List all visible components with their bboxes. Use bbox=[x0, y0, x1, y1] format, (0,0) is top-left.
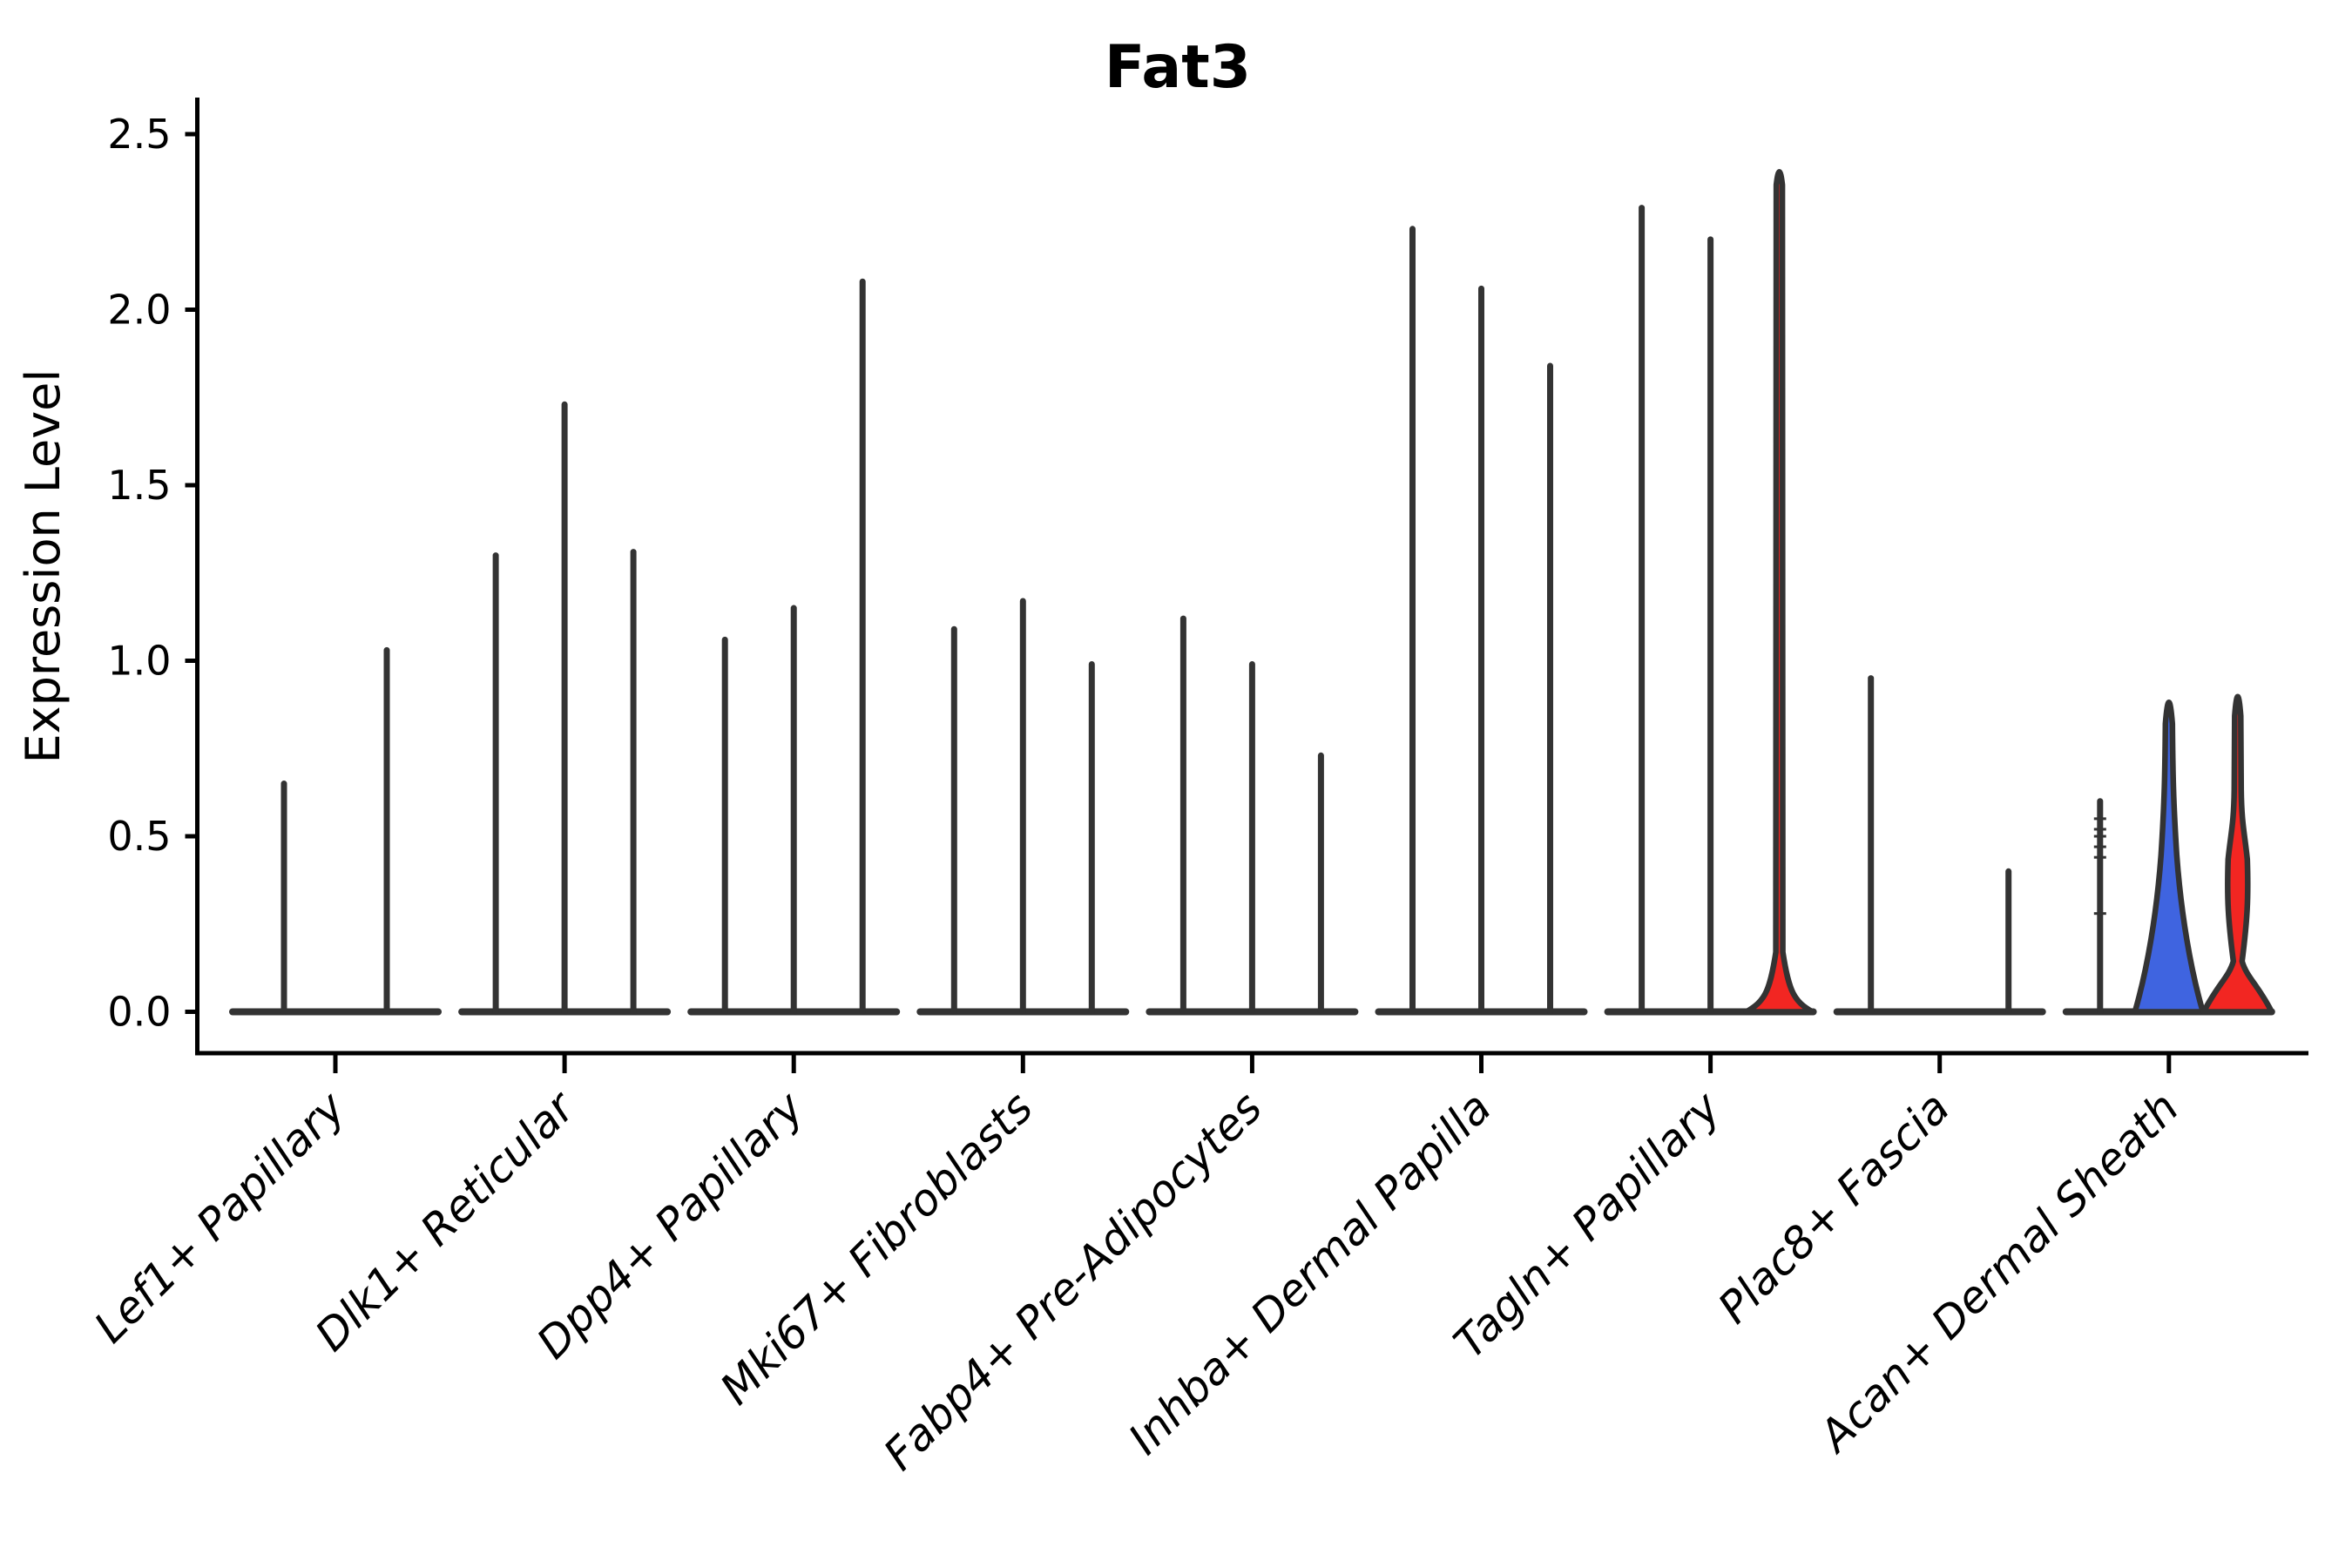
x-tick-label: Plac8+ Fascia bbox=[1708, 1082, 1959, 1333]
violin-group bbox=[1375, 226, 1588, 1016]
y-tick-label: 1.5 bbox=[107, 462, 171, 509]
violin-group bbox=[1146, 615, 1359, 1016]
violin-body-red bbox=[1743, 169, 1815, 1015]
y-tick-label: 1.0 bbox=[107, 638, 171, 685]
y-axis-label: Expression Level bbox=[16, 369, 71, 764]
violin-group bbox=[1833, 675, 2046, 1016]
violin-group bbox=[2062, 693, 2275, 1016]
x-tick-label: Acan+ Dermal Sheath bbox=[1808, 1082, 2188, 1463]
y-tick-label: 0.5 bbox=[107, 813, 171, 860]
y-tick-label: 2.0 bbox=[107, 287, 171, 334]
y-tick-label: 2.5 bbox=[107, 111, 171, 158]
x-tick-label: Fabp4+ Pre-Adipocytes bbox=[874, 1082, 1272, 1480]
x-tick-label: Lef1+ Papillary bbox=[84, 1081, 355, 1352]
violin-group bbox=[687, 278, 901, 1016]
violin-body-red bbox=[2200, 693, 2275, 1015]
violin-group bbox=[1604, 169, 1817, 1016]
violin-body-blue bbox=[2132, 700, 2207, 1015]
violin-group bbox=[229, 646, 442, 1016]
violins-layer bbox=[229, 169, 2275, 1016]
violin-group bbox=[458, 401, 672, 1016]
violin-group bbox=[916, 598, 1130, 1016]
y-tick-label: 0.0 bbox=[107, 989, 171, 1036]
y-ticks: 0.0 0.5 1.0 1.5 2.0 2.5 bbox=[107, 111, 198, 1036]
chart-title: Fat3 bbox=[1105, 33, 1251, 102]
x-tick-label: Inhba+ Dermal Papilla bbox=[1119, 1082, 1501, 1463]
